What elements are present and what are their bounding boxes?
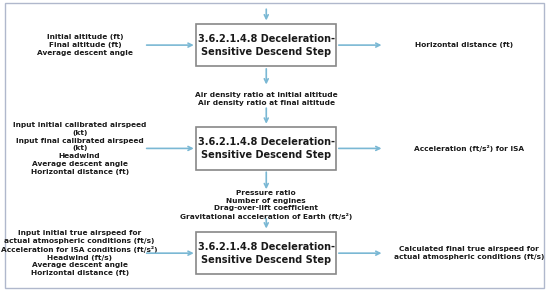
Text: Calculated final true airspeed for
actual atmospheric conditions (ft/s): Calculated final true airspeed for actua…: [394, 246, 545, 260]
Text: Horizontal distance (ft): Horizontal distance (ft): [415, 42, 513, 48]
Text: 3.6.2.1.4.8 Deceleration-
Sensitive Descend Step: 3.6.2.1.4.8 Deceleration- Sensitive Desc…: [198, 137, 335, 160]
Text: Input initial calibrated airspeed
(kt)
Input final calibrated airspeed
(kt)
Head: Input initial calibrated airspeed (kt) I…: [13, 122, 146, 175]
Bar: [197, 127, 336, 169]
Bar: [197, 232, 336, 274]
Text: 3.6.2.1.4.8 Deceleration-
Sensitive Descend Step: 3.6.2.1.4.8 Deceleration- Sensitive Desc…: [198, 33, 335, 57]
Text: 3.6.2.1.4.8 Deceleration-
Sensitive Descend Step: 3.6.2.1.4.8 Deceleration- Sensitive Desc…: [198, 242, 335, 265]
Text: Initial altitude (ft)
Final altitude (ft)
Average descent angle: Initial altitude (ft) Final altitude (ft…: [37, 34, 133, 56]
Text: Acceleration (ft/s²) for ISA: Acceleration (ft/s²) for ISA: [414, 145, 524, 152]
Bar: [197, 24, 336, 66]
Text: Pressure ratio
Number of engines
Drag-over-lift coefficient
Gravitational accele: Pressure ratio Number of engines Drag-ov…: [180, 190, 352, 221]
Text: Air density ratio at initial altitude
Air density ratio at final altitude: Air density ratio at initial altitude Ai…: [195, 92, 338, 106]
Text: Input initial true airspeed for
actual atmospheric conditions (ft/s)
Acceleratio: Input initial true airspeed for actual a…: [1, 230, 158, 276]
